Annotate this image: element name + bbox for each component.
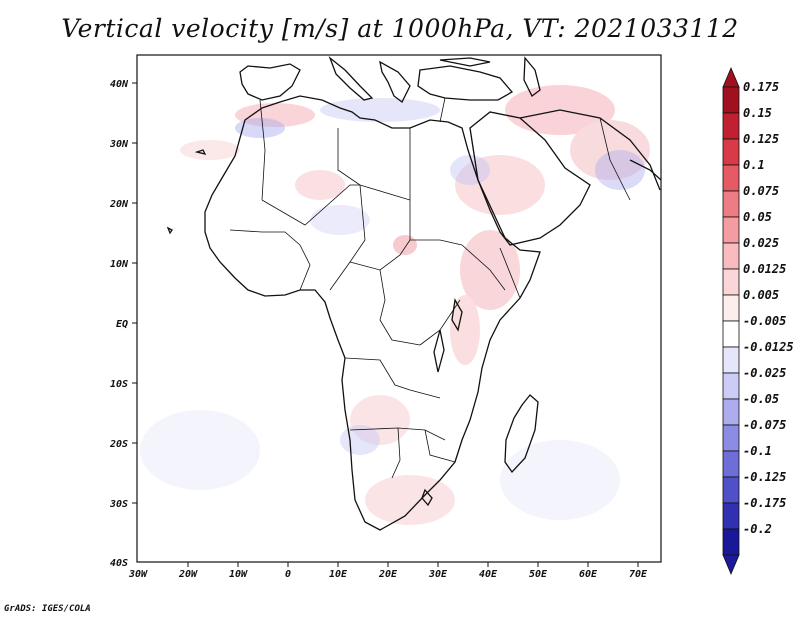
colorbar-swatch xyxy=(722,372,740,400)
lat-tick-label: 40N xyxy=(110,79,129,90)
coastlines xyxy=(166,56,661,531)
colorbar: 0.175 0.15 0.125 0.1 0.075 0.05 0.025 0.0125 0.0… xyxy=(722,66,794,576)
colorbar-swatch xyxy=(722,346,740,374)
lon-tick-label: 50E xyxy=(529,569,548,580)
colorbar-swatch xyxy=(722,398,740,426)
colorbar-swatch xyxy=(722,450,740,478)
colorbar-swatch xyxy=(722,268,740,296)
colorbar-swatch xyxy=(722,242,740,270)
colorbar-swatch xyxy=(722,138,740,166)
lon-tick-label: 60E xyxy=(579,569,598,580)
colorbar-label: 0.0125 xyxy=(743,262,786,276)
map-title: Vertical velocity [m/s] at 1000hPa, VT: … xyxy=(61,14,739,43)
lat-axis: 40N 30N 20N 10N EQ 10S 20S 30S 40S xyxy=(109,79,137,569)
colorbar-label: 0.075 xyxy=(743,184,779,198)
colorbar-label: -0.025 xyxy=(743,366,786,380)
lon-tick-label: 10W xyxy=(229,569,248,580)
map-panel xyxy=(136,54,662,563)
negative-velocity-patches xyxy=(140,98,645,520)
lon-tick-label: 10E xyxy=(329,569,348,580)
colorbar-label: -0.0125 xyxy=(743,340,794,354)
colorbar-swatch xyxy=(722,86,740,114)
colorbar-swatch xyxy=(722,424,740,452)
lat-tick-label: 20N xyxy=(109,199,129,210)
lat-tick-label: EQ xyxy=(116,319,128,330)
colorbar-top-arrow xyxy=(722,66,740,88)
colorbar-label: -0.1 xyxy=(743,444,772,458)
lat-tick-label: 30S xyxy=(109,499,128,510)
credit-label: GrADS: IGES/COLA xyxy=(4,604,91,614)
lat-tick-label: 30N xyxy=(109,139,129,150)
colorbar-swatch xyxy=(722,112,740,140)
lon-tick-label: 20W xyxy=(178,569,198,580)
colorbar-label: 0.1 xyxy=(743,158,765,172)
colorbar-swatch xyxy=(722,502,740,530)
colorbar-label: 0.125 xyxy=(743,132,779,146)
lon-tick-label: 20E xyxy=(378,569,398,580)
lon-tick-label: 70E xyxy=(629,569,648,580)
lon-axis: 30W 20W 10W 0 10E 20E 30E 40E 50E 60E 70… xyxy=(128,562,648,580)
colorbar-swatch xyxy=(722,216,740,244)
velocity-field xyxy=(140,56,661,531)
lon-tick-label: 30W xyxy=(128,569,148,580)
colorbar-label: 0.005 xyxy=(743,288,779,302)
lat-tick-label: 20S xyxy=(109,439,128,450)
colorbar-swatch xyxy=(722,320,740,348)
colorbar-swatch xyxy=(722,528,740,556)
lon-tick-label: 0 xyxy=(285,569,291,580)
lon-tick-label: 40E xyxy=(479,569,498,580)
colorbar-swatch xyxy=(722,476,740,504)
colorbar-label: -0.125 xyxy=(743,470,786,484)
colorbar-bottom-arrow xyxy=(722,554,740,576)
colorbar-swatch xyxy=(722,190,740,218)
colorbar-label: 0.025 xyxy=(743,236,779,250)
colorbar-label: -0.2 xyxy=(743,522,772,536)
colorbar-label: 0.175 xyxy=(743,80,779,94)
lon-tick-label: 30E xyxy=(428,569,448,580)
country-borders xyxy=(229,97,631,479)
colorbar-swatch xyxy=(722,294,740,322)
colorbar-label: -0.075 xyxy=(743,418,786,432)
colorbar-label: -0.175 xyxy=(743,496,786,510)
colorbar-label: -0.05 xyxy=(743,392,779,406)
lat-tick-label: 10N xyxy=(110,259,129,270)
lat-tick-label: 40S xyxy=(110,558,128,569)
colorbar-label: -0.005 xyxy=(743,314,786,328)
colorbar-label: 0.15 xyxy=(743,106,772,120)
lat-tick-label: 10S xyxy=(110,379,128,390)
colorbar-label: 0.05 xyxy=(743,210,772,224)
colorbar-swatch xyxy=(722,164,740,192)
